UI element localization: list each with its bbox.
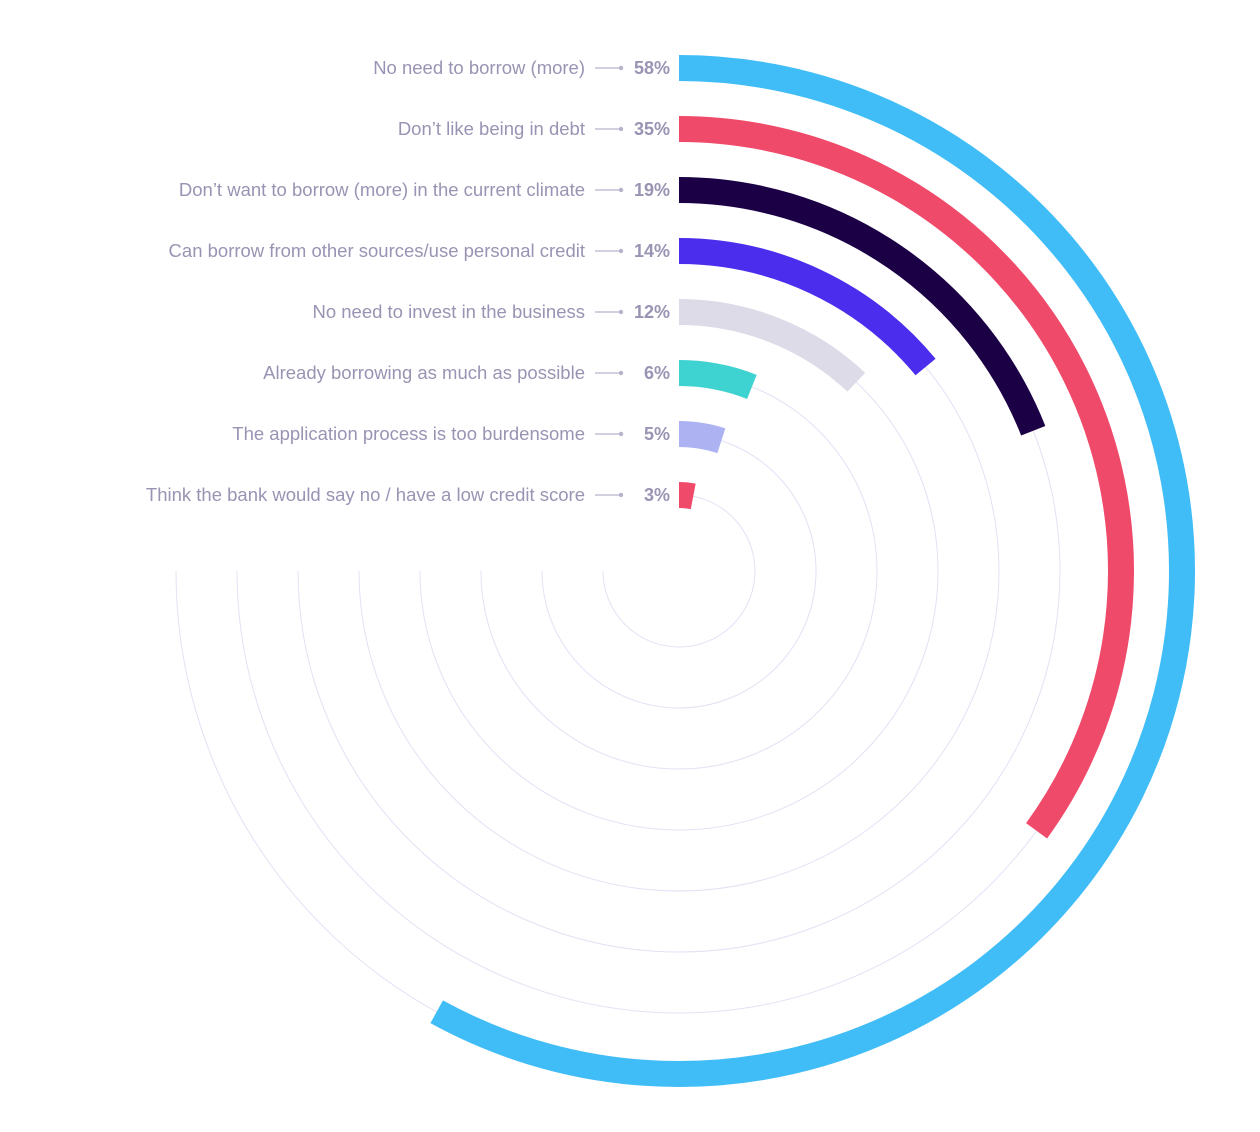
connector-dot bbox=[618, 65, 624, 71]
category-label: Think the bank would say no / have a low… bbox=[146, 484, 585, 505]
value-label: 12% bbox=[634, 302, 670, 322]
guide-ring bbox=[419, 311, 939, 831]
bar-5 bbox=[678, 299, 866, 392]
value-label: 5% bbox=[644, 424, 670, 444]
category-label: No need to invest in the business bbox=[312, 301, 585, 322]
category-label: Already borrowing as much as possible bbox=[263, 362, 585, 383]
value-label: 14% bbox=[634, 241, 670, 261]
connector-dot bbox=[618, 309, 624, 315]
connector-dot bbox=[618, 370, 624, 376]
guide-ring bbox=[602, 494, 756, 648]
labels: 58% No need to borrow (more) 35% Don’t like… bbox=[146, 57, 670, 505]
value-label: 35% bbox=[634, 119, 670, 139]
bar-8 bbox=[678, 482, 696, 510]
category-label: Don’t like being in debt bbox=[398, 118, 585, 139]
bars bbox=[430, 55, 1195, 1087]
bar-2 bbox=[678, 116, 1135, 839]
category-label: Can borrow from other sources/use person… bbox=[169, 240, 585, 261]
bar-4 bbox=[678, 238, 936, 376]
value-label: 58% bbox=[634, 58, 670, 78]
category-label: Don’t want to borrow (more) in the curre… bbox=[179, 179, 585, 200]
bar-1 bbox=[430, 55, 1195, 1087]
guide-ring bbox=[480, 372, 878, 770]
guide-ring bbox=[541, 433, 817, 709]
category-label: No need to borrow (more) bbox=[373, 57, 585, 78]
value-label: 6% bbox=[644, 363, 670, 383]
connector-dot bbox=[618, 248, 624, 254]
connector-dot bbox=[618, 126, 624, 132]
category-label: The application process is too burdensom… bbox=[232, 423, 585, 444]
bar-6 bbox=[678, 360, 757, 400]
connector-dot bbox=[618, 187, 624, 193]
value-label: 3% bbox=[644, 485, 670, 505]
connector-dot bbox=[618, 492, 624, 498]
bar-3 bbox=[678, 177, 1046, 436]
connector-dot bbox=[618, 431, 624, 437]
value-label: 19% bbox=[634, 180, 670, 200]
bar-7 bbox=[678, 421, 726, 454]
